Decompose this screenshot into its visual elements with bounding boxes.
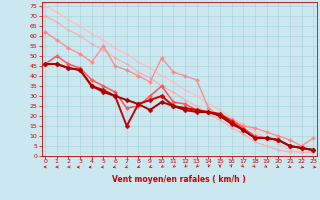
X-axis label: Vent moyen/en rafales ( km/h ): Vent moyen/en rafales ( km/h ) (112, 175, 246, 184)
